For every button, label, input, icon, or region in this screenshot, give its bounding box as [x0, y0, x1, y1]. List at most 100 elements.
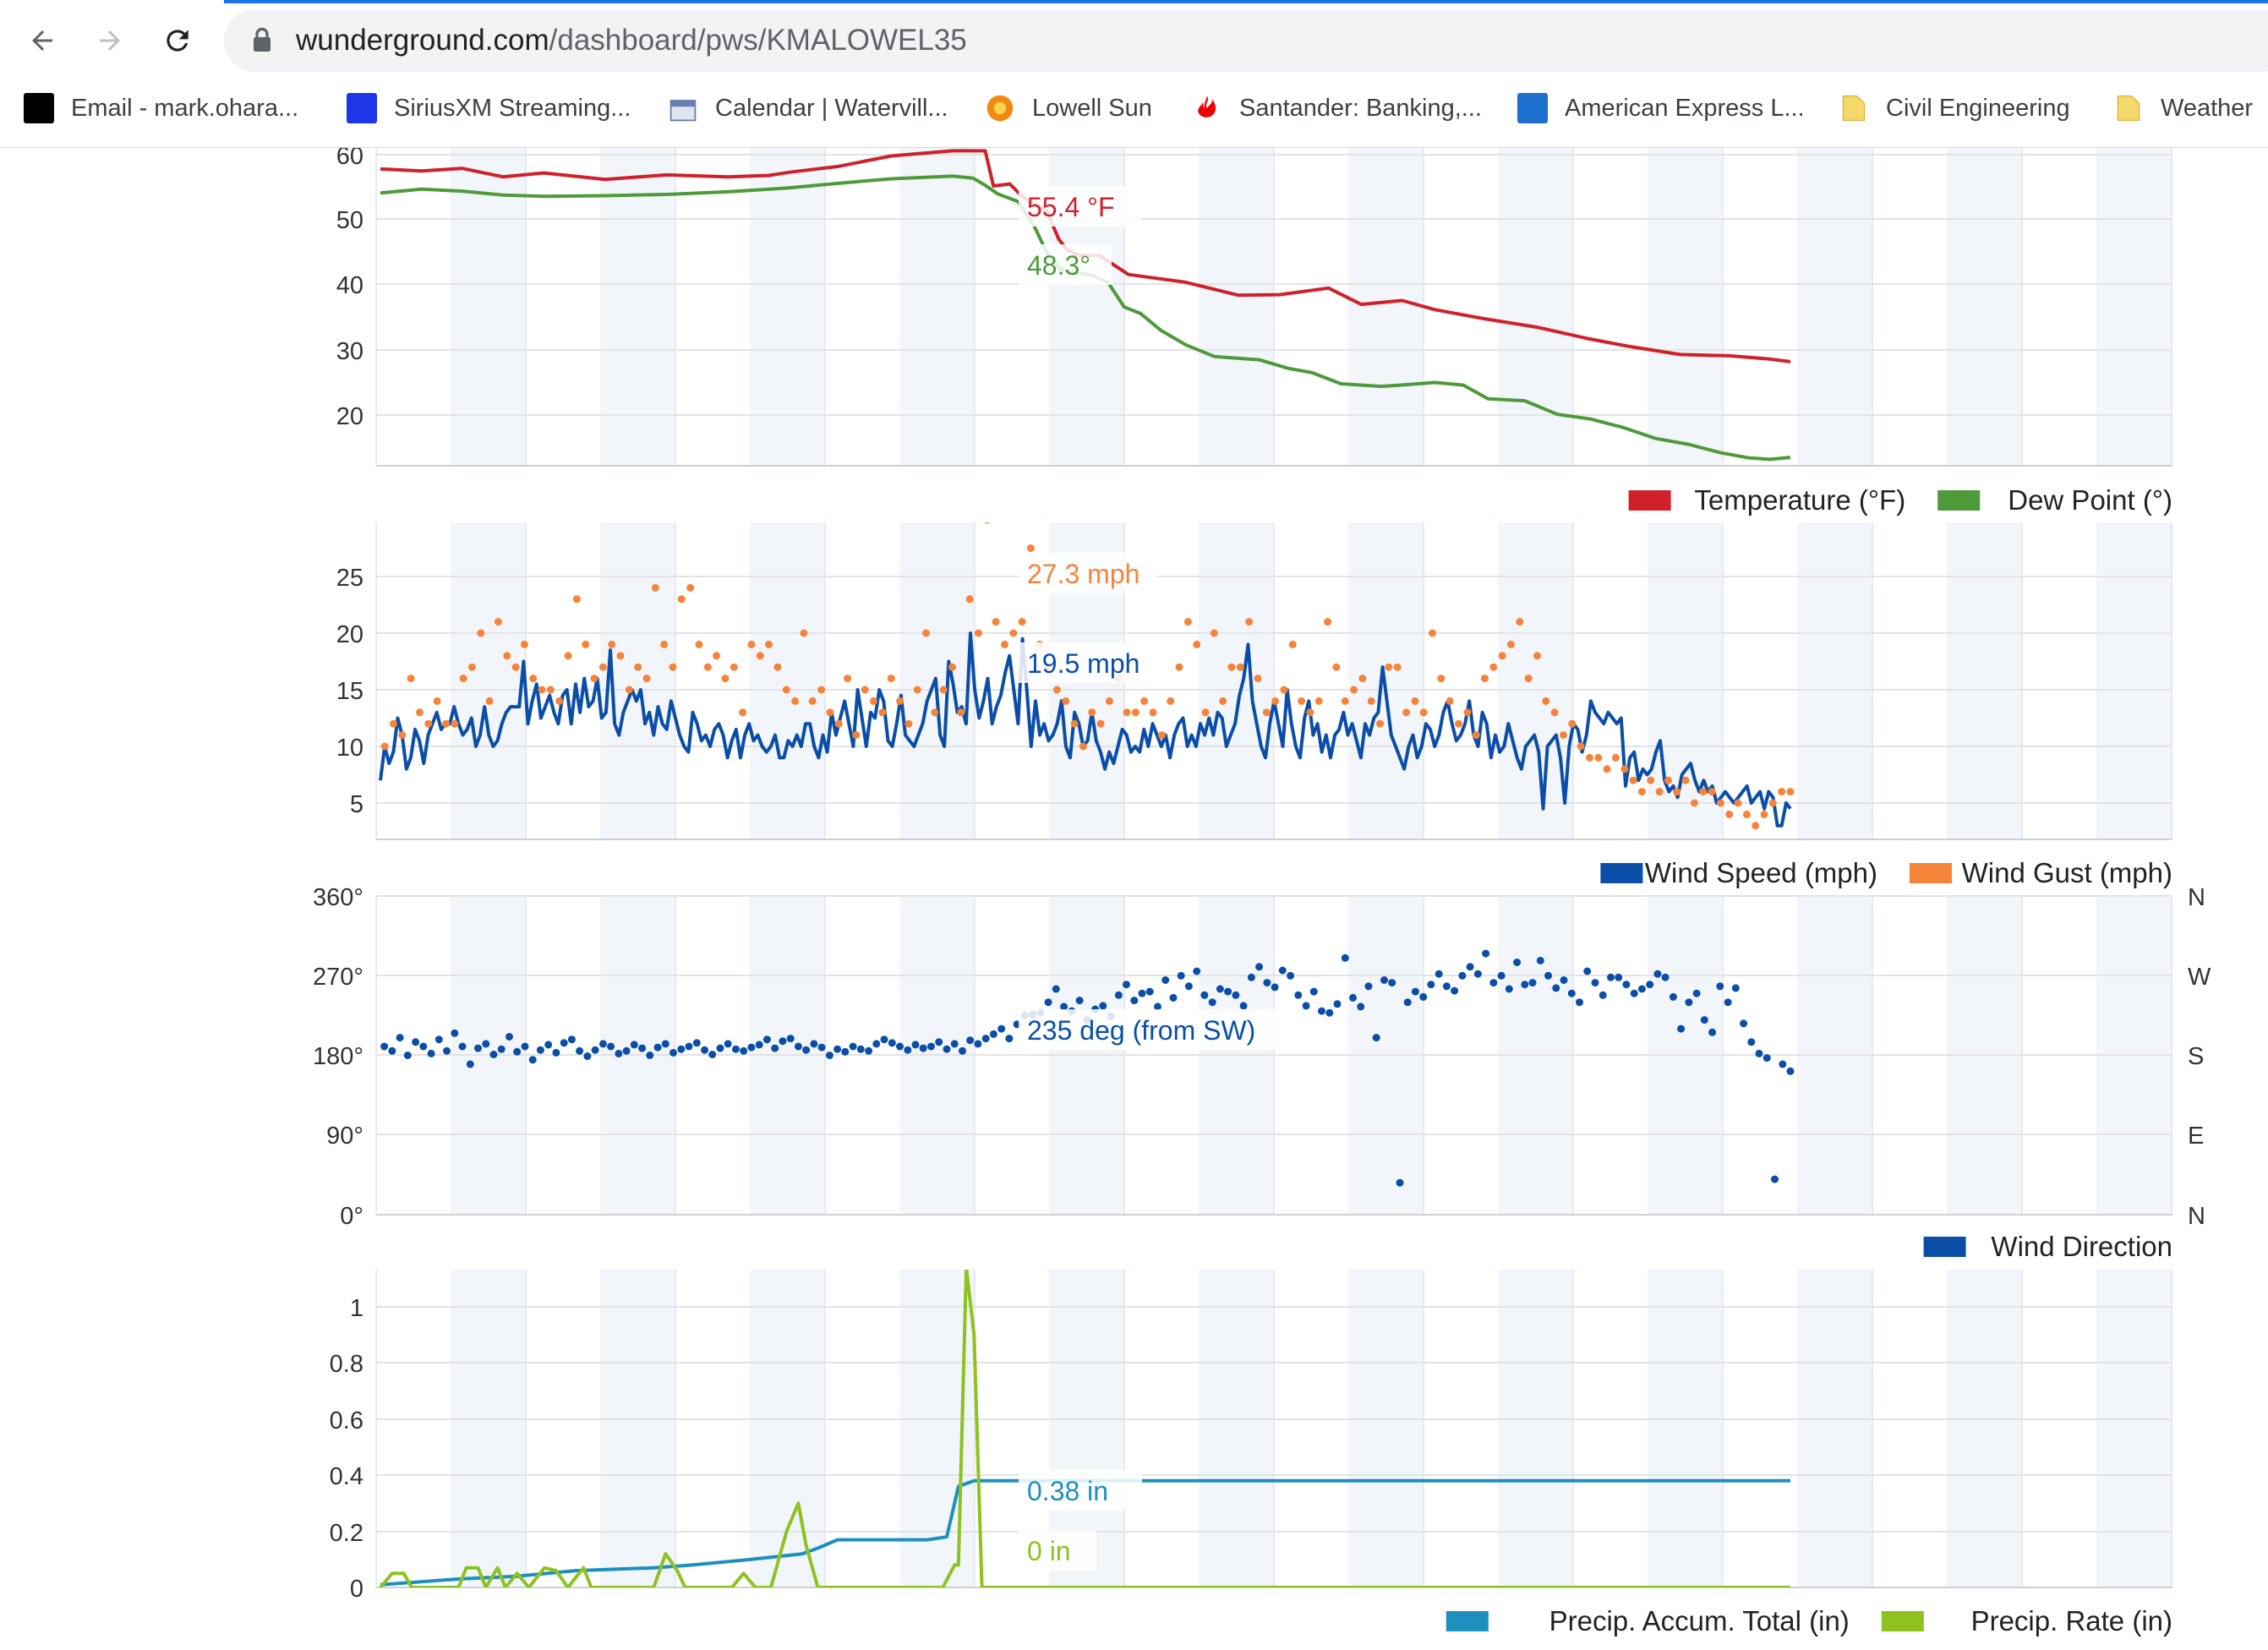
bookmark-item[interactable]: SiriusXM Streaming...	[347, 91, 631, 125]
data-point	[1740, 1019, 1748, 1028]
y-tick-label: 0.6	[330, 1407, 363, 1434]
data-point	[1482, 949, 1490, 958]
data-point	[544, 1041, 553, 1049]
background-stripe	[600, 148, 675, 466]
data-point	[1278, 966, 1287, 975]
data-point	[1105, 697, 1113, 705]
url-domain: wunderground.com	[296, 24, 549, 57]
background-stripe	[1498, 522, 1572, 839]
data-point	[1489, 663, 1498, 671]
data-point	[529, 675, 538, 683]
background-stripe	[1797, 522, 1872, 839]
data-point	[506, 1033, 513, 1041]
y-tick-label: 20	[336, 621, 363, 648]
y-tick-label: 180°	[313, 1043, 363, 1070]
data-point	[433, 697, 441, 705]
data-point	[1372, 1034, 1380, 1042]
data-point	[1521, 981, 1529, 989]
data-point	[724, 1040, 732, 1048]
background-stripe	[1648, 148, 1722, 466]
data-point	[1620, 765, 1629, 773]
data-point	[1615, 973, 1623, 981]
data-point	[1224, 987, 1232, 996]
data-point	[1254, 675, 1262, 683]
bookmarks-bar: Email - mark.ohara... SiriusXM Streaming.…	[0, 83, 2268, 134]
data-point	[591, 1046, 599, 1054]
bookmark-item[interactable]: Civil Engineering	[1839, 91, 2070, 125]
legend-label: Precip. Accum. Total (in)	[1549, 1605, 1850, 1636]
background-stripe	[899, 148, 974, 466]
data-point	[782, 686, 790, 694]
data-point	[1376, 719, 1385, 728]
data-point	[1149, 708, 1157, 717]
data-point	[1419, 992, 1428, 1001]
plot-area	[379, 522, 1795, 830]
bookmark-item[interactable]: Santander: Banking,...	[1192, 91, 1482, 125]
data-point	[1099, 1002, 1107, 1010]
data-point	[511, 663, 520, 671]
data-point	[1655, 788, 1664, 796]
plot-area	[379, 1270, 1790, 1587]
data-point	[1131, 708, 1139, 717]
chart-panel: 25 20 15 10 5 27.3 mph 19.5 mph Wind Gust (mph)…	[336, 522, 2172, 888]
data-point	[608, 640, 616, 648]
data-point	[740, 1046, 748, 1055]
bookmark-item[interactable]: Email - mark.ohara...	[24, 91, 298, 125]
data-point	[1708, 788, 1716, 796]
bookmark-item[interactable]: American Express L...	[1517, 91, 1805, 125]
data-point	[630, 1041, 638, 1049]
sun-icon	[985, 93, 1015, 123]
data-point	[1451, 986, 1459, 995]
data-point	[1349, 993, 1357, 1002]
data-point	[1364, 982, 1373, 991]
background-stripe	[1947, 522, 2021, 839]
y-tick-label: 0.4	[330, 1463, 363, 1490]
data-point	[1637, 788, 1646, 796]
tooltip-label: 0.38 in	[1027, 1476, 1108, 1506]
data-point	[833, 1045, 842, 1053]
data-point	[686, 583, 695, 592]
series-line	[379, 1270, 1790, 1587]
data-point	[485, 697, 494, 705]
tooltip-box	[1019, 186, 1142, 227]
data-point	[1427, 981, 1435, 989]
tooltip-box	[1019, 244, 1112, 285]
data-point	[1271, 697, 1280, 705]
data-point	[765, 640, 773, 648]
data-point	[841, 1047, 850, 1056]
data-point	[1629, 776, 1637, 784]
data-point	[443, 1046, 451, 1055]
data-point	[1175, 663, 1183, 671]
data-point	[1314, 697, 1323, 705]
data-point	[1576, 998, 1583, 1007]
data-point	[817, 1043, 826, 1052]
data-point	[1472, 731, 1480, 740]
bookmark-item[interactable]: Calendar | Watervill...	[668, 91, 948, 125]
data-point	[416, 708, 424, 717]
data-point	[590, 675, 598, 683]
data-point	[1232, 991, 1240, 999]
background-stripe	[1648, 522, 1722, 839]
data-point	[1247, 973, 1255, 981]
data-point	[661, 1040, 669, 1048]
data-point	[669, 663, 677, 671]
data-point	[427, 1049, 435, 1057]
forward-button[interactable]	[88, 19, 132, 63]
back-button[interactable]	[20, 19, 64, 63]
reload-button[interactable]	[156, 19, 199, 63]
data-point	[1385, 663, 1393, 671]
data-point	[701, 1046, 708, 1054]
data-point	[582, 640, 590, 648]
data-point	[1357, 1003, 1365, 1011]
address-bar[interactable]: wunderground.com/dashboard/pws/KMALOWEL3…	[224, 9, 2268, 72]
data-point	[1536, 956, 1544, 964]
data-point	[1318, 1007, 1325, 1015]
bookmark-item[interactable]: Lowell Sun	[985, 91, 1152, 125]
data-point	[927, 1042, 935, 1051]
data-point	[1396, 1178, 1404, 1187]
bookmark-item[interactable]: Weather	[2113, 91, 2253, 125]
data-point	[1524, 675, 1533, 683]
data-point	[1411, 987, 1419, 996]
data-point	[1333, 1000, 1342, 1008]
data-point	[1466, 963, 1474, 971]
